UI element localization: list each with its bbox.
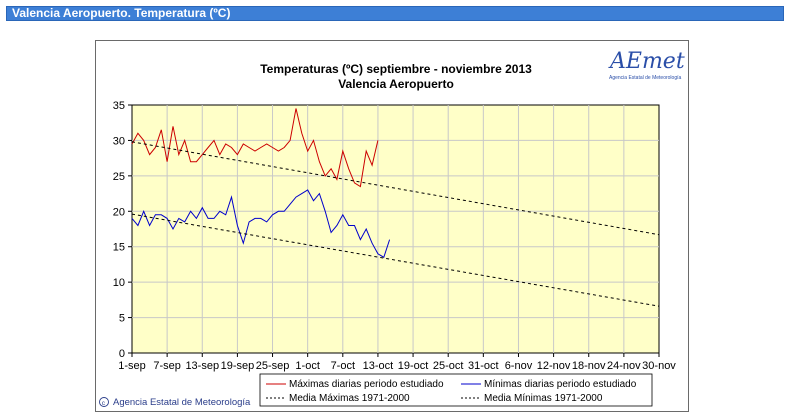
min-temperature-line — [131, 189, 391, 259]
x-tick-label: 19-oct — [398, 360, 429, 372]
aemet-logo: AEmet Agencia Estatal de Meteorología — [608, 49, 685, 81]
x-tick-label: 1-oct — [295, 360, 319, 372]
copyright-icon-glyph: c — [102, 400, 106, 407]
y-tick-label: 30 — [113, 135, 125, 147]
x-axis: 1-sep 7-sep 13-sep 19-sep 25-sep 1-oct 7-oct 13… — [118, 353, 676, 372]
x-tick-label: 13-sep — [185, 360, 219, 372]
legend-label-mean-min: Media Mínimas 1971-2000 — [484, 393, 603, 404]
credit: c Agencia Estatal de Meteorología — [99, 397, 251, 408]
temperature-chart: Temperaturas (ºC) septiembre - noviembre… — [99, 49, 685, 408]
credit-text: Agencia Estatal de Meteorología — [113, 397, 251, 408]
legend-label-mean-max: Media Máximas 1971-2000 — [289, 393, 410, 404]
x-tick-label: 19-sep — [221, 360, 255, 372]
chart-subtitle: Valencia Aeropuerto — [338, 77, 454, 91]
chart-title: Temperaturas (ºC) septiembre - noviembre… — [260, 62, 532, 76]
x-tick-label: 7-oct — [331, 360, 355, 372]
x-tick-label: 12-nov — [537, 360, 571, 372]
legend: Máximas diarias periodo estudiado Mínima… — [259, 373, 653, 407]
y-tick-label: 10 — [113, 277, 125, 289]
x-tick-label: 6-nov — [505, 360, 533, 372]
x-tick-label: 13-oct — [363, 360, 394, 372]
y-axis: 0 5 10 15 20 25 30 35 — [113, 100, 132, 360]
legend-box — [259, 373, 653, 407]
x-tick-label: 7-sep — [153, 360, 181, 372]
grid — [132, 105, 659, 353]
legend-label-max: Máximas diarias periodo estudiado — [289, 379, 444, 390]
max-temperature-line — [131, 108, 379, 188]
header-bar: Valencia Aeropuerto. Temperatura (ºC) — [6, 6, 784, 21]
x-tick-label: 31-oct — [468, 360, 499, 372]
x-tick-label: 24-nov — [607, 360, 641, 372]
x-tick-label: 25-sep — [256, 360, 290, 372]
copyright-icon — [99, 397, 109, 407]
chart-panel: Temperaturas (ºC) septiembre - noviembre… — [95, 40, 689, 412]
x-tick-label: 1-sep — [118, 360, 146, 372]
y-tick-label: 25 — [113, 171, 125, 183]
mean-max-1971-2000-line — [131, 141, 660, 236]
mean-min-1971-2000-line — [131, 213, 660, 307]
x-tick-label: 25-oct — [433, 360, 464, 372]
logo-text: AEmet — [608, 49, 685, 74]
logo-subtitle: Agencia Estatal de Meteorología — [609, 75, 681, 81]
plot-area — [131, 104, 660, 354]
series-lines — [131, 108, 660, 307]
y-tick-label: 0 — [119, 348, 125, 360]
y-tick-label: 15 — [113, 242, 125, 254]
y-tick-label: 35 — [113, 100, 125, 112]
x-tick-label: 30-nov — [642, 360, 676, 372]
page-title: Valencia Aeropuerto. Temperatura (ºC) — [12, 6, 231, 20]
x-tick-label: 18-nov — [572, 360, 606, 372]
y-tick-label: 20 — [113, 206, 125, 218]
y-tick-label: 5 — [119, 313, 125, 325]
legend-label-min: Mínimas diarias periodo estudiado — [484, 379, 637, 390]
